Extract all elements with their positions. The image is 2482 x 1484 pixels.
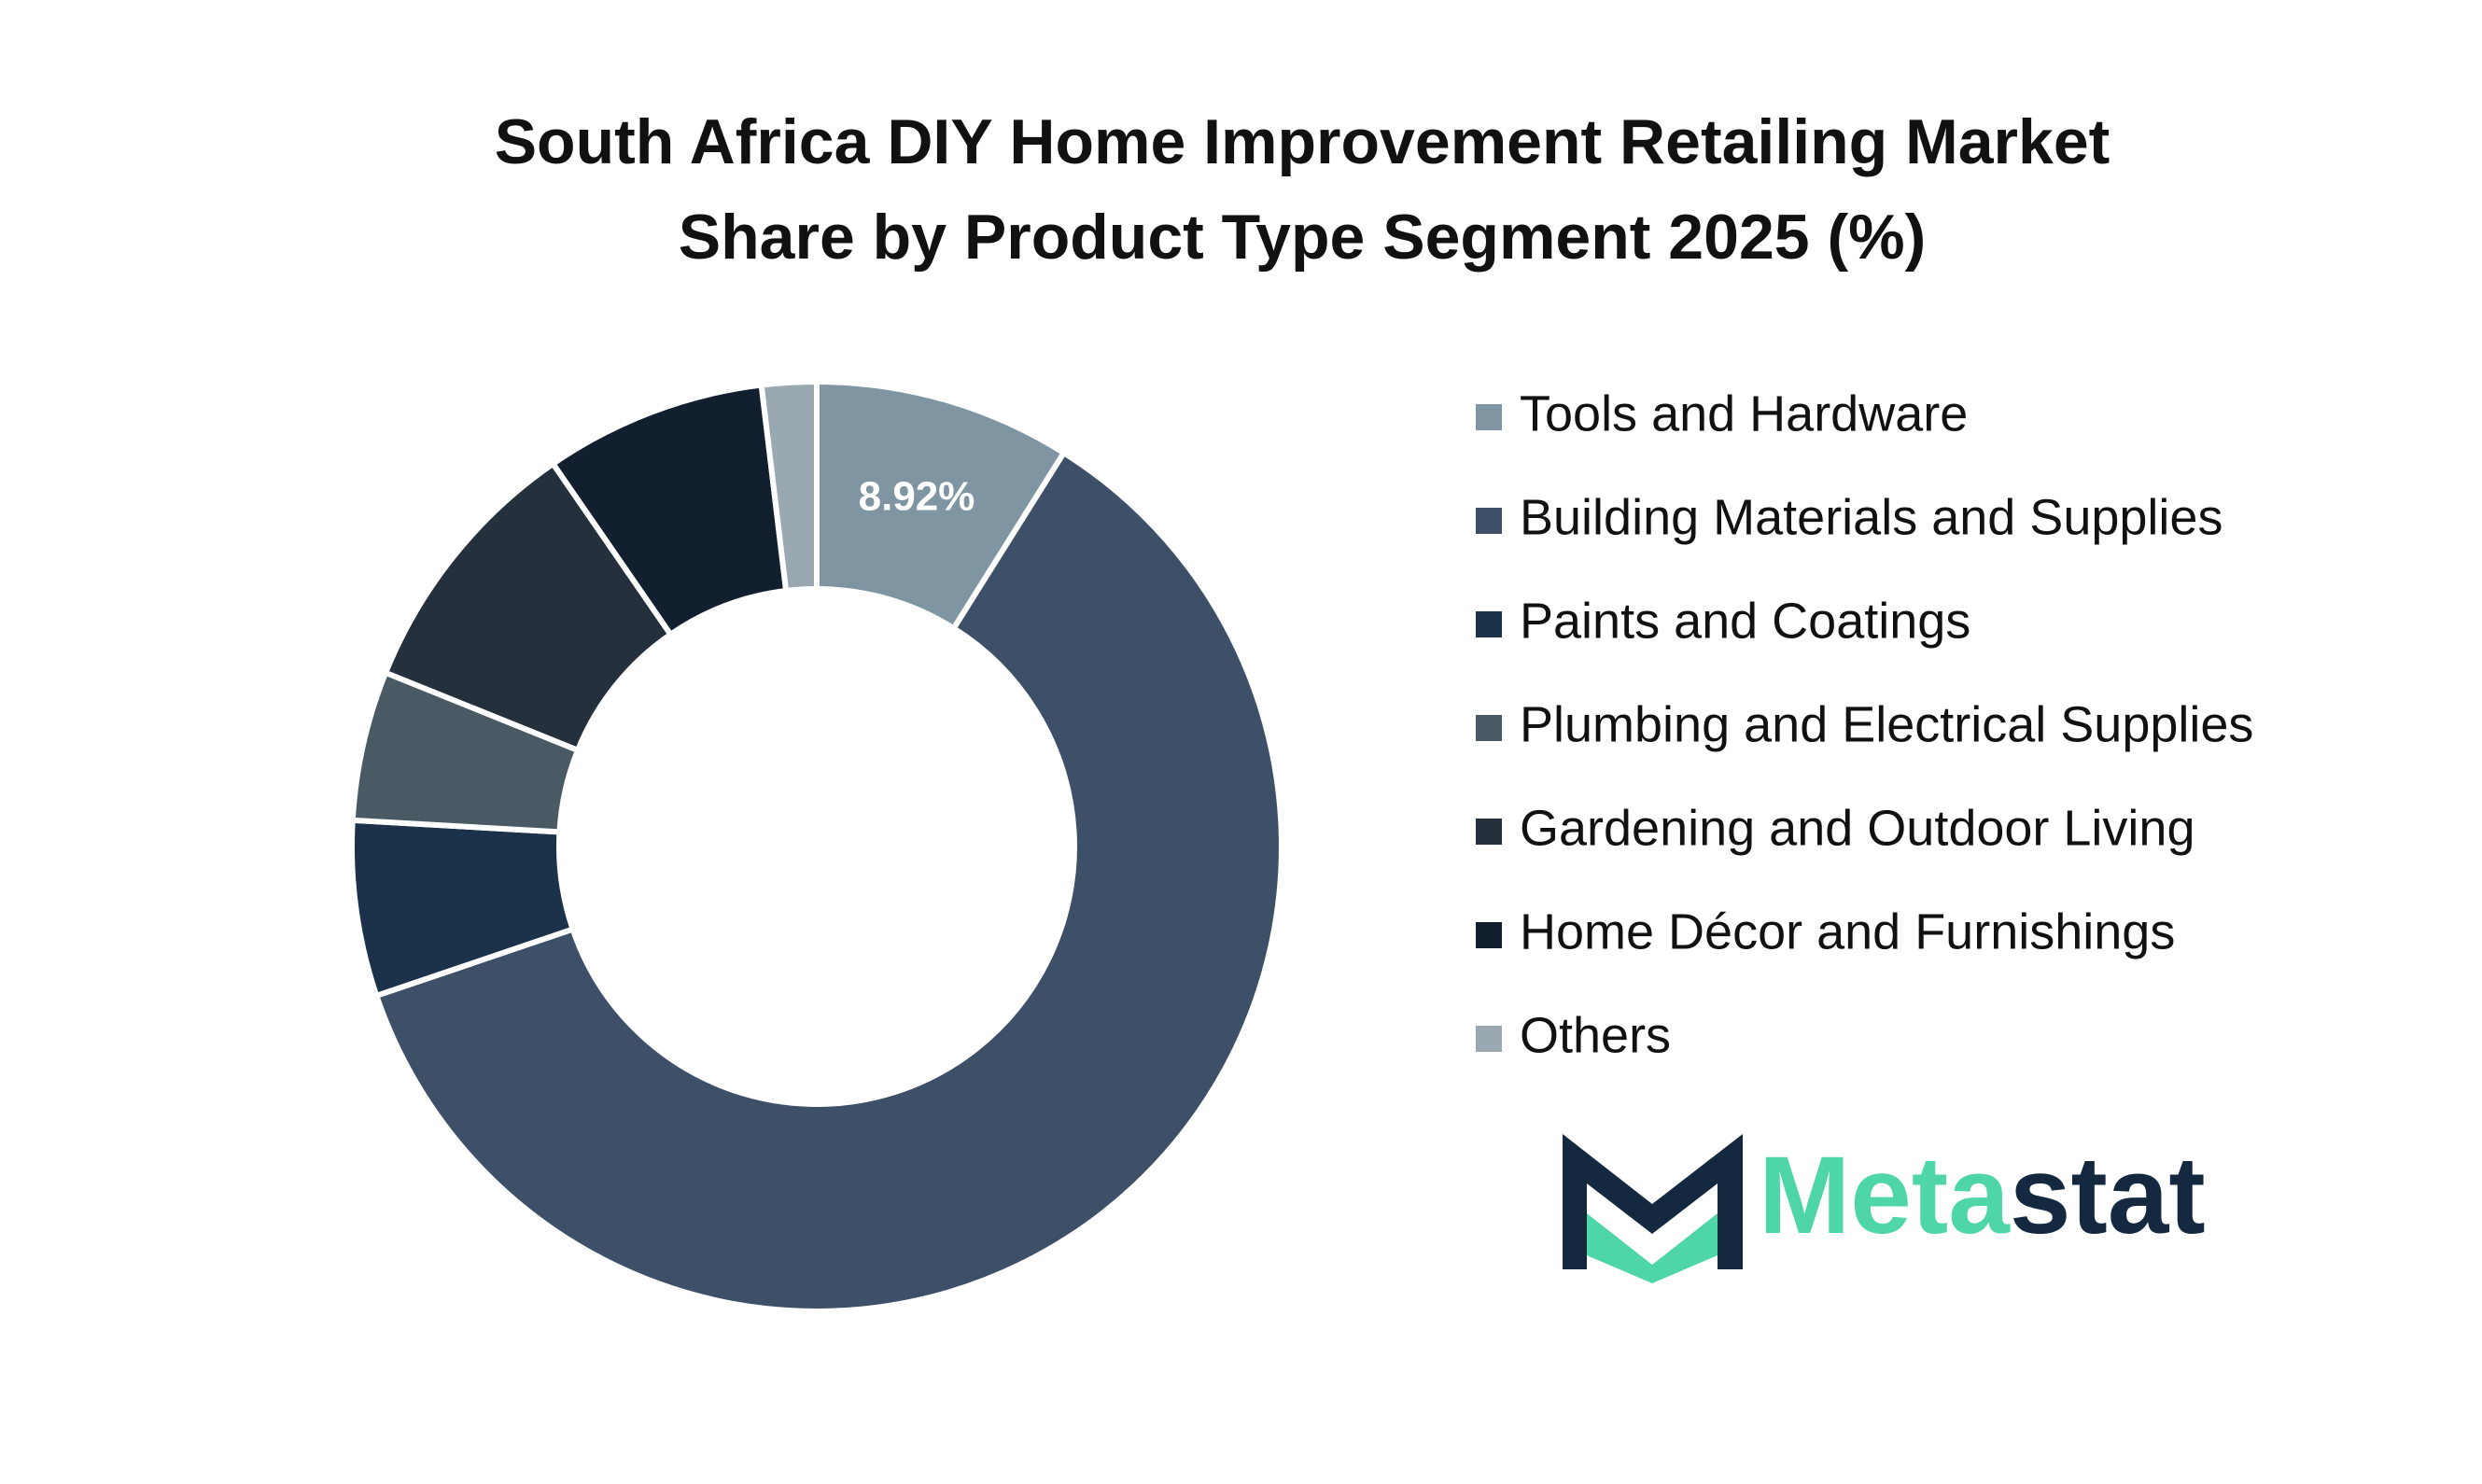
chart-title-line: Share by Product Type Segment 2025 (%) (679, 202, 1926, 273)
chart-title: South Africa DIY Home Improvement Retail… (495, 106, 2110, 273)
donut-slice (758, 378, 820, 595)
logo-text: Metastat (1759, 1134, 2206, 1257)
legend-swatch (1476, 508, 1502, 534)
donut-slice (372, 449, 1284, 1314)
data-label: 8.92% (859, 474, 975, 520)
logo-text-second: stat (2010, 1134, 2206, 1257)
logo-icon (1563, 1134, 1743, 1269)
legend-swatch (1476, 922, 1502, 948)
legend-label: Paints and Coatings (1520, 593, 1970, 649)
legend-label: Gardening and Outdoor Living (1520, 800, 2195, 856)
legend-swatch (1476, 819, 1502, 845)
chart-title-line: South Africa DIY Home Improvement Retail… (495, 106, 2110, 177)
legend-label: Home Décor and Furnishings (1520, 903, 2175, 959)
legend-swatch (1476, 404, 1502, 430)
legend-label: Tools and Hardware (1520, 385, 1968, 441)
logo-text-first: Meta (1759, 1134, 2011, 1257)
logo-icon-accent (1587, 1213, 1718, 1283)
legend-label: Others (1520, 1007, 1671, 1063)
donut: 8.92% (349, 378, 1284, 1314)
legend: Tools and Hardware Building Materials and… (1476, 385, 2253, 1063)
logo: Metastat (1563, 1134, 2206, 1283)
legend-label: Building Materials and Supplies (1520, 489, 2223, 545)
legend-swatch (1476, 715, 1502, 741)
legend-label: Plumbing and Electrical Supplies (1520, 696, 2253, 752)
legend-swatch (1476, 1026, 1502, 1052)
legend-swatch (1476, 611, 1502, 637)
